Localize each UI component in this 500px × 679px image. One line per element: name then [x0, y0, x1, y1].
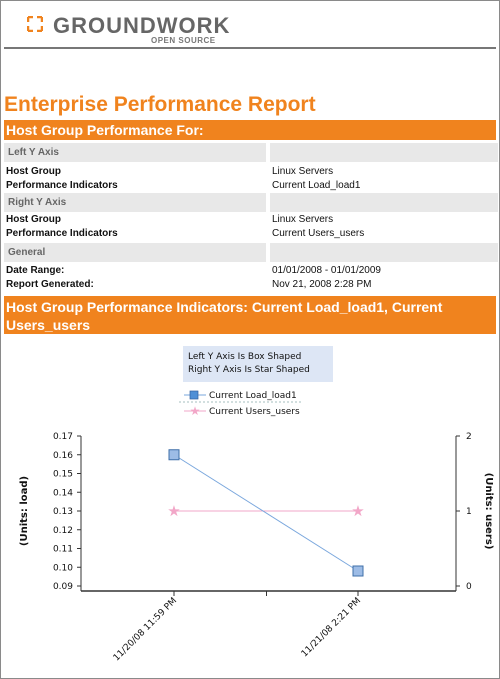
page-title: Enterprise Performance Report: [4, 93, 316, 116]
performance-chart: Current Load_load1 ★ Current Users_users 0.…: [19, 390, 494, 663]
section-header: Host Group Performance For:: [4, 120, 496, 140]
left-indicator-label: Performance Indicators: [6, 180, 118, 191]
legend-label-load: Current Load_load1: [209, 391, 297, 401]
date-range-label: Date Range:: [6, 265, 65, 276]
axis-shape-note: Left Y Axis Is Box Shaped Right Y Axis I…: [183, 346, 333, 382]
groundwork-logo: GROUNDWORK OPEN SOURCE: [27, 13, 231, 47]
right-tick-label: 0: [466, 582, 472, 592]
left-tick-label: 0.09: [53, 582, 73, 592]
right-axis-label: (Units: users): [483, 473, 494, 550]
header-divider: [4, 47, 496, 49]
load-square-point: [352, 565, 364, 577]
date-range-value: 01/01/2008 - 01/01/2009: [272, 265, 381, 276]
users-star-point: ★: [351, 502, 364, 520]
left-tick-label: 0.11: [53, 545, 73, 555]
left-axis-heading-fill: [270, 143, 498, 162]
axis-note-left: Left Y Axis Is Box Shaped: [188, 352, 302, 362]
right-host-group-label: Host Group: [6, 214, 61, 225]
logo-brackets-icon: [27, 16, 43, 32]
left-host-group-label: Host Group: [6, 166, 61, 177]
legend-label-users: Current Users_users: [209, 407, 300, 417]
left-indicator-value: Current Load_load1: [272, 180, 361, 191]
report-generated-label: Report Generated:: [6, 279, 94, 290]
logo-brand: GROUNDWORK: [53, 13, 231, 38]
right-host-group-value: Linux Servers: [272, 214, 334, 225]
left-tick-label: 0.13: [53, 507, 73, 517]
legend-square-marker: [189, 390, 199, 400]
right-indicator-value: Current Users_users: [272, 228, 365, 239]
left-tick-label: 0.17: [53, 432, 73, 442]
users-star-point: ★: [167, 502, 180, 520]
left-tick-label: 0.14: [53, 488, 73, 498]
x-tick-label: 11/21/08 2:21 PM: [300, 596, 363, 659]
left-axis-label: (Units: load): [19, 476, 30, 546]
right-tick-label: 2: [466, 432, 472, 442]
right-indicator-label: Performance Indicators: [6, 228, 118, 239]
right-tick-label: 1: [466, 507, 472, 517]
left-tick-label: 0.16: [53, 451, 73, 461]
report-generated-value: Nov 21, 2008 2:28 PM: [272, 279, 372, 290]
logo-tagline: OPEN SOURCE: [151, 36, 216, 45]
left-tick-label: 0.15: [53, 470, 73, 480]
general-heading-fill: [270, 243, 498, 262]
right-axis-heading: Right Y Axis: [4, 193, 266, 212]
general-heading: General: [4, 243, 266, 262]
series-line-load: [173, 454, 359, 572]
legend-star-marker: ★: [190, 404, 201, 418]
right-axis-heading-fill: [270, 193, 498, 212]
left-host-group-value: Linux Servers: [272, 166, 334, 177]
load-square-point: [168, 449, 180, 461]
left-tick-label: 0.12: [53, 526, 73, 536]
left-axis-heading: Left Y Axis: [4, 143, 266, 162]
x-tick-label: 11/20/08 11:59 PM: [112, 596, 179, 663]
chart-header: Host Group Performance Indicators: Curre…: [4, 296, 496, 334]
left-tick-label: 0.10: [53, 563, 73, 573]
axis-note-right: Right Y Axis Is Star Shaped: [188, 365, 310, 375]
